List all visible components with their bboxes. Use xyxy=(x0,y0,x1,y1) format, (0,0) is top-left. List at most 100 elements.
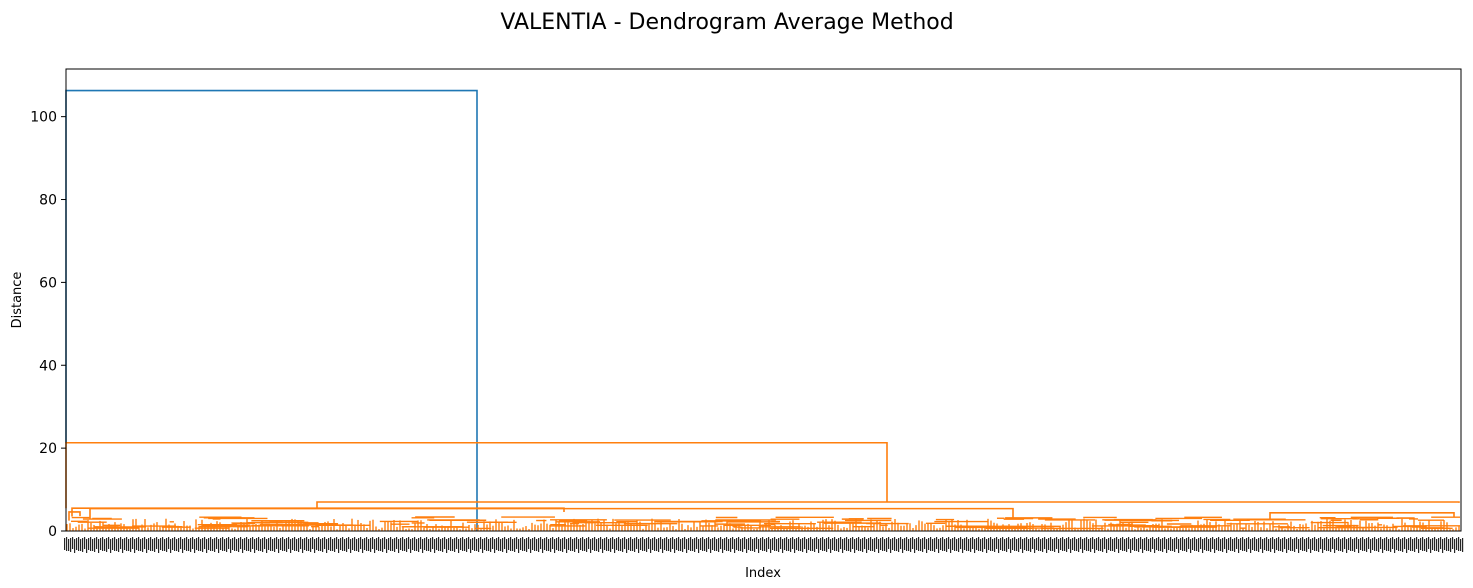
leaf-label-mark xyxy=(218,539,220,553)
leaf-label-mark xyxy=(1304,539,1306,551)
leaf-label-mark xyxy=(1264,538,1266,550)
leaf-label-mark xyxy=(104,539,106,551)
leaf-label-mark xyxy=(912,537,914,549)
leaf-label-mark xyxy=(446,539,448,553)
leaf-label-mark xyxy=(434,539,436,553)
leaf-label-mark xyxy=(948,537,950,549)
leaf-label-mark xyxy=(1276,538,1278,550)
leaf-label-mark xyxy=(1438,538,1440,552)
leaf-label-mark xyxy=(842,539,844,553)
leaf-label-mark xyxy=(388,538,390,550)
leaf-label-mark xyxy=(1164,537,1166,549)
leaf-label-mark xyxy=(740,539,742,551)
leaf-label-mark xyxy=(504,537,506,549)
leaf-label-mark xyxy=(1226,539,1228,553)
leaf-label-mark xyxy=(262,538,264,552)
leaf-label-mark xyxy=(156,537,158,549)
leaf-label-mark xyxy=(806,539,808,553)
leaf-label-mark xyxy=(622,538,624,552)
leaf-label-mark xyxy=(776,539,778,551)
leaf-label-mark xyxy=(820,538,822,550)
leaf-label-mark xyxy=(1292,539,1294,551)
y-tick-label: 20 xyxy=(39,441,57,457)
leaf-label-mark xyxy=(412,538,414,550)
leaf-label-mark xyxy=(496,538,498,550)
leaf-label-mark xyxy=(252,537,254,549)
leaf-label-mark xyxy=(756,537,758,549)
leaf-label-mark xyxy=(1080,537,1082,549)
leaf-label-mark xyxy=(1220,539,1222,551)
leaf-label-mark xyxy=(224,539,226,551)
leaf-label-mark xyxy=(1146,537,1148,551)
leaf-label-mark xyxy=(972,537,974,549)
leaf-label-mark xyxy=(894,537,896,551)
leaf-label-mark xyxy=(420,537,422,549)
leaf-label-mark xyxy=(382,538,384,552)
leaf-label-mark xyxy=(548,539,550,551)
leaf-label-mark xyxy=(178,538,180,552)
leaf-label-mark xyxy=(1280,539,1282,551)
leaf-label-mark xyxy=(466,538,468,552)
leaf-label-mark xyxy=(1212,537,1214,549)
leaf-label-mark xyxy=(116,539,118,551)
leaf-label-mark xyxy=(290,539,292,553)
leaf-label-mark xyxy=(742,538,744,552)
leaf-label-mark xyxy=(514,538,516,552)
leaf-label-mark xyxy=(964,538,966,550)
leaf-label-mark xyxy=(1308,537,1310,549)
leaf-label-mark xyxy=(628,538,630,550)
leaf-label-mark xyxy=(508,538,510,550)
leaf-label-mark xyxy=(1244,539,1246,551)
leaf-label-mark xyxy=(788,539,790,551)
leaf-label-mark xyxy=(834,537,836,551)
leaf-label-mark xyxy=(528,537,530,549)
leaf-label-mark xyxy=(1402,538,1404,552)
leaf-label-mark xyxy=(1172,539,1174,551)
leaf-label-mark xyxy=(1154,539,1156,553)
leaf-label-mark xyxy=(524,539,526,551)
leaf-label-mark xyxy=(1366,538,1368,552)
leaf-label-mark xyxy=(1362,537,1364,551)
leaf-label-mark xyxy=(360,537,362,549)
leaf-label-mark xyxy=(100,538,102,550)
leaf-label-mark xyxy=(1014,537,1016,551)
leaf-label-mark xyxy=(1462,538,1464,552)
leaf-label-mark xyxy=(592,538,594,550)
leaf-label-mark xyxy=(1426,538,1428,552)
leaf-label-mark xyxy=(586,538,588,552)
leaf-label-mark xyxy=(190,538,192,552)
leaf-label-mark xyxy=(144,537,146,549)
leaf-label-mark xyxy=(986,539,988,553)
leaf-label-mark xyxy=(350,539,352,553)
leaf-label-mark xyxy=(562,538,564,552)
leaf-label-mark xyxy=(470,539,472,553)
leaf-label-mark xyxy=(1152,537,1154,549)
leaf-label-mark xyxy=(1440,537,1442,549)
leaf-label-mark xyxy=(1256,539,1258,551)
leaf-label-mark xyxy=(1058,539,1060,553)
leaf-label-mark xyxy=(1092,537,1094,549)
leaf-label-mark xyxy=(1434,537,1436,551)
leaf-label-mark xyxy=(482,539,484,553)
leaf-label-mark xyxy=(162,537,164,551)
leaf-label-mark xyxy=(818,539,820,553)
leaf-label-mark xyxy=(928,538,930,550)
leaf-label-mark xyxy=(1118,539,1120,553)
leaf-label-mark xyxy=(384,537,386,549)
leaf-label-mark xyxy=(256,538,258,550)
leaf-label-mark xyxy=(74,539,76,553)
leaf-label-mark xyxy=(1340,539,1342,551)
leaf-label-mark xyxy=(1186,538,1188,552)
leaf-label-mark xyxy=(1458,537,1460,551)
merge-link-5b xyxy=(89,507,1014,519)
leaf-label-mark xyxy=(744,537,746,549)
leaf-label-mark xyxy=(1236,537,1238,549)
leaf-label-mark xyxy=(1120,538,1122,550)
leaf-label-mark xyxy=(644,539,646,551)
leaf-label-mark xyxy=(822,537,824,551)
leaf-label-mark xyxy=(616,538,618,550)
leaf-label-mark xyxy=(110,539,112,553)
leaf-label-mark xyxy=(728,539,730,551)
leaf-label-mark xyxy=(866,539,868,553)
